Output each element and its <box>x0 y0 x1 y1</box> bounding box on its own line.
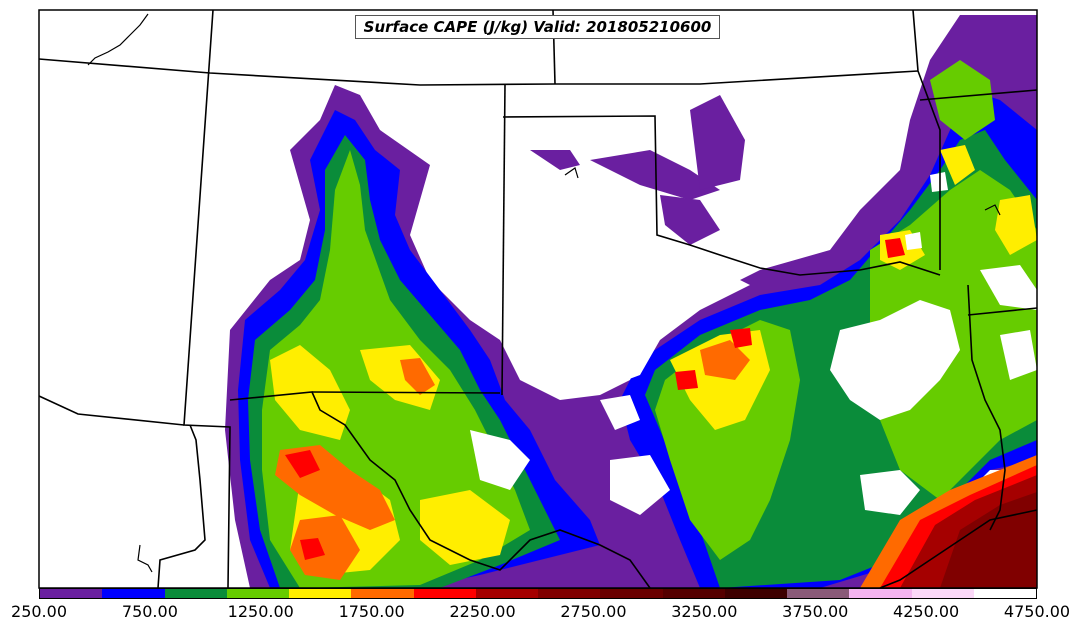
colorbar-tick-label: 4250.00 <box>893 602 960 621</box>
colorbar-segment <box>413 589 476 598</box>
colorbar-tick-label: 4750.00 <box>1003 602 1071 621</box>
colorbar-tick-label: 250.00 <box>11 602 67 621</box>
colorbar-segment <box>973 589 1036 598</box>
map-title: Surface CAPE (J/kg) Valid: 201805210600 <box>355 15 720 39</box>
colorbar-segment <box>911 589 974 598</box>
colorbar-segment <box>724 589 787 598</box>
coastline-features <box>87 13 1001 573</box>
colorbar-segment <box>102 589 165 598</box>
colorbar-tick-label: 1250.00 <box>227 602 294 621</box>
colorbar-tick-label: 2750.00 <box>560 602 627 621</box>
colorbar-segment <box>662 589 725 598</box>
colorbar-segment <box>475 589 538 598</box>
colorbar-segment <box>40 589 103 598</box>
colorbar <box>39 588 1037 599</box>
colorbar-segment <box>164 589 227 598</box>
colorbar-segment <box>351 589 414 598</box>
colorbar-segment <box>538 589 601 598</box>
colorbar-segment <box>849 589 912 598</box>
colorbar-tick-label: 3750.00 <box>782 602 849 621</box>
colorbar-tick-label: 1750.00 <box>338 602 405 621</box>
cape-fill-layers <box>225 15 1037 588</box>
state-boundaries <box>38 9 1038 589</box>
colorbar-segment <box>226 589 289 598</box>
colorbar-tick-label: 2250.00 <box>449 602 516 621</box>
colorbar-tick-label: 750.00 <box>121 602 178 621</box>
colorbar-segment <box>600 589 663 598</box>
colorbar-segment <box>289 589 352 598</box>
colorbar-segment <box>787 589 850 598</box>
colorbar-tick-label: 3250.00 <box>671 602 738 621</box>
